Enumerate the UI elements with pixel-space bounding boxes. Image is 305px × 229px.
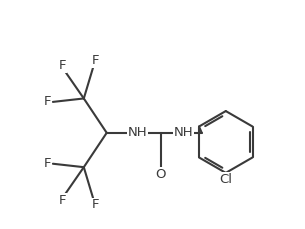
Text: F: F xyxy=(92,54,99,67)
Text: F: F xyxy=(58,194,66,207)
Text: NH: NH xyxy=(174,126,193,139)
Text: F: F xyxy=(44,95,52,108)
Text: F: F xyxy=(92,199,99,211)
Text: F: F xyxy=(44,157,52,170)
Text: Cl: Cl xyxy=(219,173,232,186)
Text: O: O xyxy=(155,168,166,180)
Text: F: F xyxy=(58,59,66,72)
Text: NH: NH xyxy=(128,126,147,139)
